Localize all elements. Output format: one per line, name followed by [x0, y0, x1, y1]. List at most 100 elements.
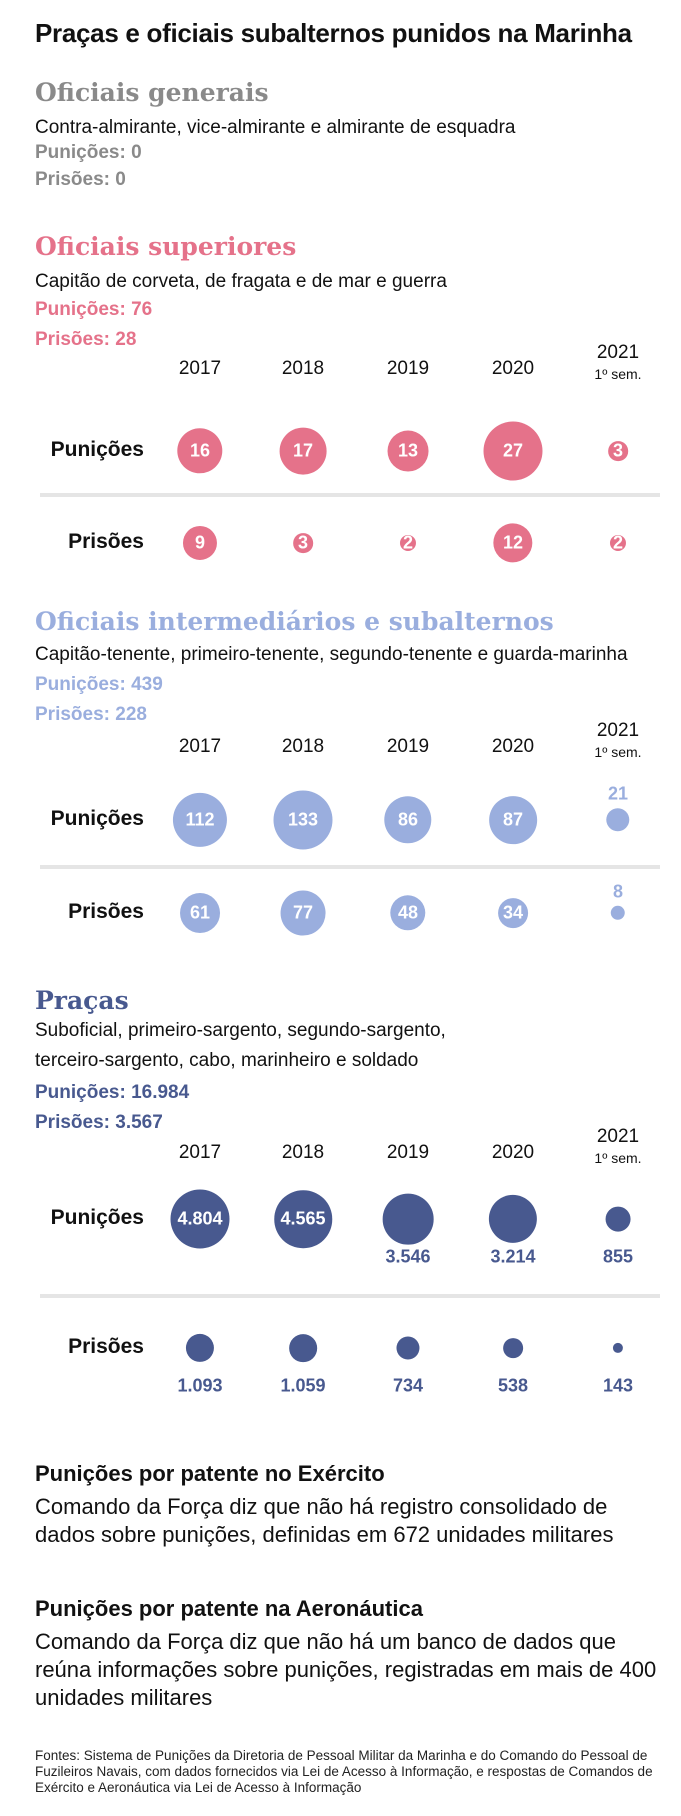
- punicoes-total-generais: Punições: 0: [35, 142, 142, 163]
- bubble-mark: [384, 796, 432, 844]
- prisoes-total-superiores: Prisões: 28: [35, 329, 137, 350]
- year-note: 1º sem.: [594, 366, 642, 382]
- year-label: 2019: [386, 736, 430, 757]
- year-label: 2020: [491, 736, 535, 757]
- bubble-mark: [612, 1342, 624, 1354]
- section-subtitle-superiores: Capitão de corveta, de fragata e de mar …: [35, 271, 447, 292]
- bubble-mark: [293, 533, 313, 553]
- year-label: 2019: [386, 1142, 430, 1163]
- year-label: 2017: [178, 1142, 222, 1163]
- bubble-mark: [493, 523, 533, 563]
- bubble-mark: [503, 1338, 523, 1358]
- row-label-punicoes: Punições: [50, 438, 144, 461]
- data-label: 9: [194, 532, 206, 553]
- bubble-mark: [498, 898, 528, 928]
- bubble-mark: [180, 893, 220, 933]
- data-label: 3.546: [385, 1246, 431, 1267]
- data-label: 77: [292, 902, 314, 923]
- data-label: 17: [292, 440, 314, 461]
- bubble-mark: [390, 895, 426, 931]
- sources-note: Fontes: Sistema de Punições da Diretoria…: [35, 1748, 653, 1795]
- year-label: 2021: [596, 342, 640, 363]
- data-label: 4.565: [280, 1208, 326, 1229]
- data-label: 27: [502, 440, 524, 461]
- data-label: 87: [502, 809, 524, 830]
- data-label: 3.214: [490, 1246, 536, 1267]
- year-label: 2019: [386, 358, 430, 379]
- year-note: 1º sem.: [594, 1150, 642, 1166]
- year-label: 2017: [178, 736, 222, 757]
- bubble-mark: [610, 905, 626, 921]
- section-subtitle-pracas: Suboficial, primeiro-sargento, segundo-s…: [35, 1020, 446, 1071]
- bubble-mark: [488, 1194, 538, 1244]
- data-label: 112: [185, 809, 215, 830]
- year-label: 2021: [596, 720, 640, 741]
- data-label: 143: [602, 1375, 634, 1396]
- data-label: 16: [189, 440, 211, 461]
- data-label: 12: [502, 532, 524, 553]
- exercito-title: Punições por patente no Exército: [35, 1461, 385, 1486]
- data-label: 34: [502, 902, 524, 923]
- punicoes-total-intermediarios: Punições: 439: [35, 674, 163, 695]
- bubble-mark: [273, 790, 333, 850]
- year-label: 2020: [491, 1142, 535, 1163]
- data-label: 4.804: [177, 1208, 223, 1229]
- row-label-punicoes: Punições: [50, 807, 144, 830]
- row-label-prisoes: Prisões: [68, 900, 144, 923]
- prisoes-total-intermediarios: Prisões: 228: [35, 704, 147, 725]
- bubble-mark: [279, 427, 327, 475]
- year-label: 2017: [178, 358, 222, 379]
- year-label: 2021: [596, 1126, 640, 1147]
- year-label: 2018: [281, 736, 325, 757]
- year-label: 2018: [281, 1142, 325, 1163]
- bubble-mark: [382, 1193, 434, 1245]
- exercito-text: Comando da Força diz que não há registro…: [35, 1494, 614, 1547]
- section-title-superiores: Oficiais superiores: [35, 232, 297, 261]
- year-label: 2020: [491, 358, 535, 379]
- data-label: 21: [607, 783, 629, 804]
- prisoes-total-pracas: Prisões: 3.567: [35, 1112, 163, 1133]
- data-label: 734: [392, 1375, 424, 1396]
- bubble-mark: [609, 534, 627, 552]
- data-label: 855: [602, 1246, 634, 1267]
- bubble-mark: [387, 430, 429, 472]
- data-label: 48: [397, 902, 419, 923]
- data-label: 61: [189, 902, 211, 923]
- row-label-prisoes: Prisões: [68, 530, 144, 553]
- data-label: 538: [497, 1375, 529, 1396]
- bubble-mark: [396, 1336, 420, 1360]
- row-divider: [40, 865, 660, 869]
- bubble-mark: [170, 1189, 230, 1249]
- section-title-intermediarios: Oficiais intermediários e subalternos: [35, 607, 554, 636]
- prisoes-total-generais: Prisões: 0: [35, 169, 126, 190]
- data-label: 2: [402, 532, 414, 553]
- punicoes-total-superiores: Punições: 76: [35, 299, 153, 320]
- row-divider: [40, 493, 660, 497]
- section-title-pracas: Praças: [35, 986, 129, 1015]
- bubble-mark: [274, 1190, 332, 1248]
- data-label: 8: [612, 881, 624, 902]
- bubble-mark: [483, 421, 543, 481]
- data-label: 13: [397, 440, 419, 461]
- row-label-punicoes: Punições: [50, 1206, 144, 1229]
- aeronautica-text: Comando da Força diz que não há um banco…: [35, 1629, 657, 1710]
- bubble-mark: [399, 534, 417, 552]
- aeronautica-title: Punições por patente na Aeronáutica: [35, 1596, 423, 1621]
- data-label: 133: [287, 809, 319, 830]
- bubble-mark: [172, 792, 228, 848]
- data-label: 1.059: [280, 1375, 326, 1396]
- year-label: 2018: [281, 358, 325, 379]
- bubble-mark: [606, 808, 630, 832]
- bubble-mark: [177, 428, 223, 474]
- bubble-mark: [182, 525, 218, 561]
- bubble-mark: [605, 1206, 631, 1232]
- section-title-generais: Oficiais generais: [35, 78, 269, 107]
- row-label-prisoes: Prisões: [68, 1335, 144, 1358]
- bubble-mark: [289, 1334, 317, 1362]
- bubble-mark: [608, 441, 628, 461]
- section-subtitle-generais: Contra-almirante, vice-almirante e almir…: [35, 117, 516, 138]
- bubble-mark: [280, 890, 326, 936]
- row-divider: [40, 1294, 660, 1298]
- data-label: 3: [612, 440, 624, 461]
